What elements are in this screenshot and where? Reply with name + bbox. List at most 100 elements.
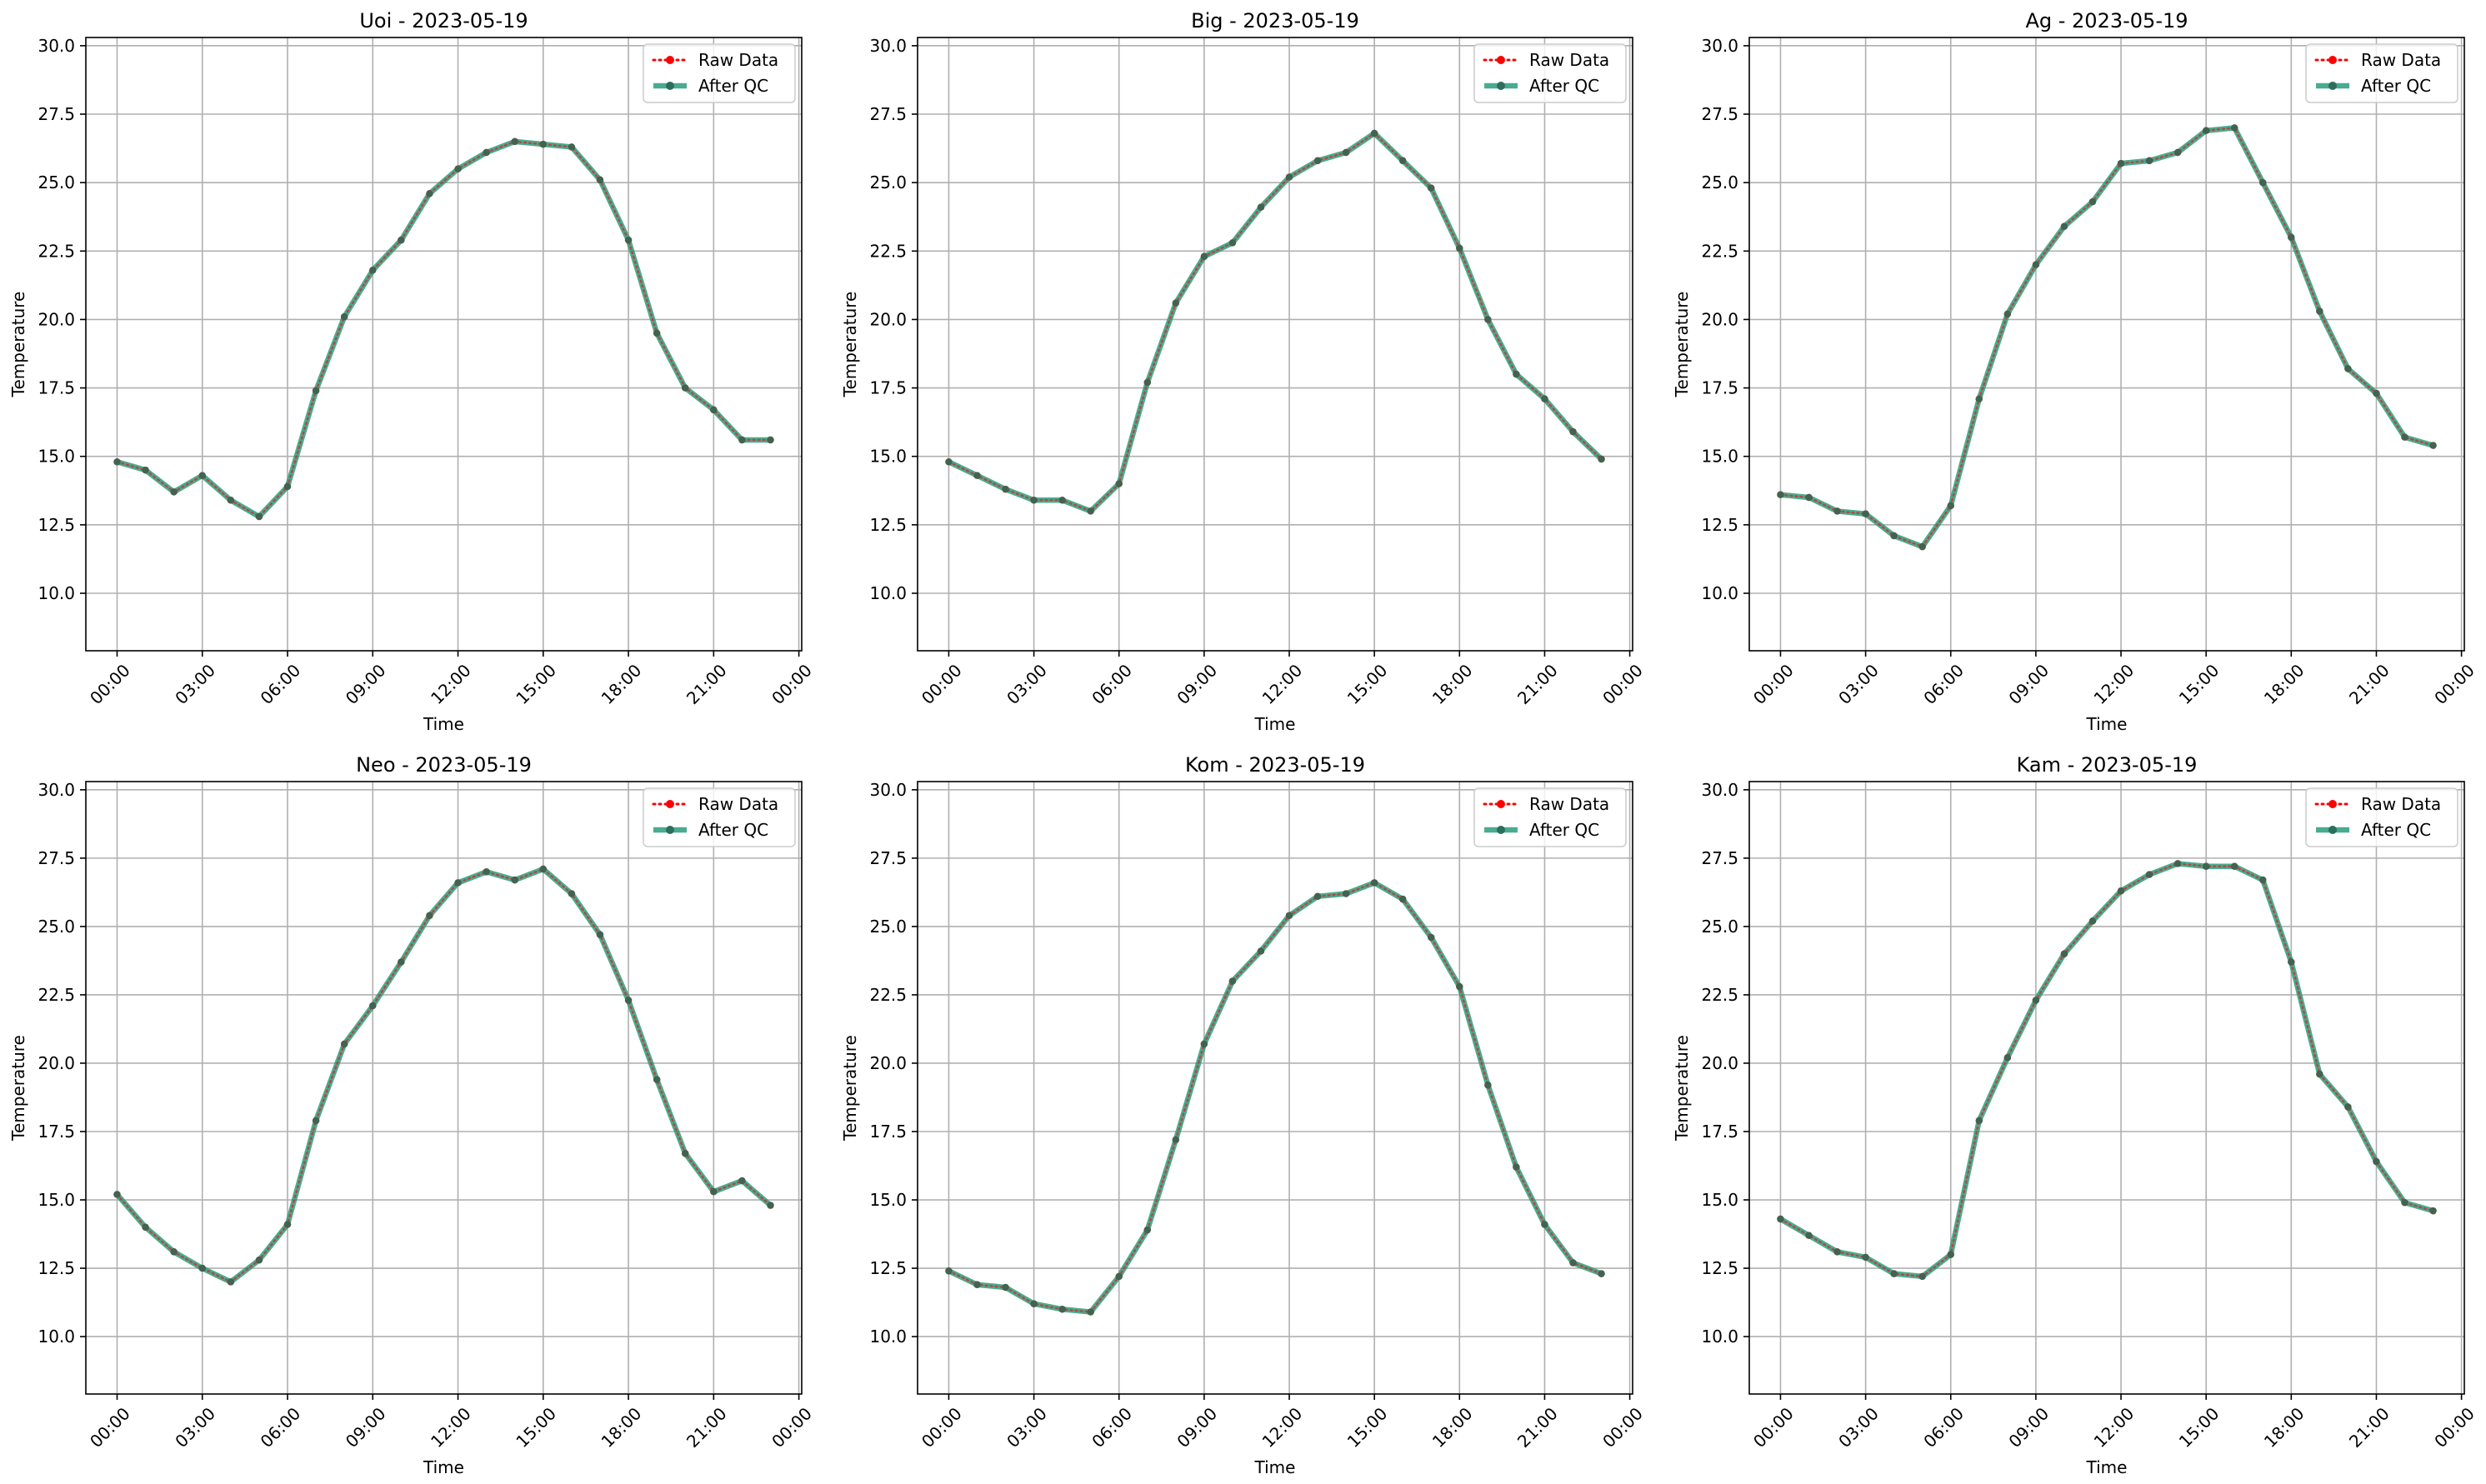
data-point-after-qc [1833,507,1841,515]
data-point-after-qc [682,1150,689,1157]
data-point-after-qc [2316,307,2323,315]
legend-marker-after-qc [1497,82,1505,90]
grid [918,782,1633,1394]
data-point-after-qc [1087,1308,1094,1316]
y-tick-label: 12.5 [1701,1258,1738,1278]
y-tick-label: 20.0 [869,1053,907,1073]
data-point-after-qc [340,312,348,321]
y-tick-label: 10.0 [38,1327,75,1347]
series-group [1777,860,2437,1281]
legend-label-after-qc: After QC [1529,76,1599,96]
data-point-after-qc [973,1281,981,1288]
series-group [1777,124,2437,551]
data-point-after-qc [369,267,377,274]
data-point-after-qc [1087,507,1094,515]
data-point-after-qc [1257,947,1265,955]
data-point-after-qc [1143,1226,1151,1234]
data-point-after-qc [2288,233,2295,242]
data-point-after-qc [1257,203,1265,211]
data-point-after-qc [1513,1163,1520,1171]
legend-label-raw-data: Raw Data [698,794,778,814]
data-point-after-qc [624,997,633,1004]
subplot-3: 00:00 03:00 06:00 09:00 12:00 15:00 18:00 21:00… [8,753,816,1477]
data-point-after-qc [2003,310,2012,318]
data-point-after-qc [2032,997,2040,1004]
y-tick-label: 12.5 [869,1258,907,1278]
data-point-after-qc [511,876,518,884]
x-axis-label: Time [2086,1457,2128,1477]
data-point-after-qc [2429,1207,2437,1215]
data-point-after-qc [568,143,576,151]
data-point-after-qc [227,497,235,504]
data-point-after-qc [1228,239,1237,247]
y-tick-label: 25.0 [1701,172,1738,192]
data-point-after-qc [1428,933,1435,942]
axes-frame [85,37,803,652]
data-point-after-qc [2032,261,2040,268]
axes-frame [1748,781,2465,1395]
data-point-after-qc [454,165,462,172]
data-point-after-qc [2259,178,2267,187]
legend-marker-raw-data [666,800,674,808]
series-group [113,137,774,521]
y-axis-label: Temperature [1672,1035,1692,1142]
data-point-after-qc [2060,950,2068,957]
data-point-after-qc [113,458,121,466]
data-point-after-qc [1777,1215,1784,1223]
series-group [945,129,1605,515]
legend-label-raw-data: Raw Data [2361,50,2441,70]
legend-marker-raw-data [2328,56,2337,64]
legend-marker-after-qc [666,826,674,834]
data-point-after-qc [1172,1136,1180,1144]
y-tick-label: 25.0 [1701,917,1738,937]
y-tick-label: 10.0 [869,583,907,603]
data-point-after-qc [945,458,953,466]
data-point-after-qc [198,1264,206,1272]
plot-area [918,37,1633,651]
y-tick-label: 20.0 [869,309,907,329]
data-point-after-qc [1058,1306,1066,1313]
legend: Raw Data After QC [2305,43,2458,103]
data-point-after-qc [1030,497,1038,504]
series-line-raw-data [948,132,1603,512]
plot-area [1749,782,2464,1394]
legend-marker-after-qc [1497,826,1505,834]
data-point-after-qc [653,1076,661,1083]
y-tick-label: 12.5 [869,515,907,535]
legend-marker-after-qc [2328,82,2337,90]
data-point-after-qc [1805,1232,1813,1239]
data-point-after-qc [113,1191,121,1198]
legend-label-raw-data: Raw Data [698,50,778,70]
x-axis-label: Time [1254,714,1296,734]
y-tick-label: 17.5 [1701,378,1738,398]
series-line-raw-data [948,882,1603,1313]
y-tick-label: 30.0 [38,780,75,800]
data-point-after-qc [454,879,462,887]
data-point-after-qc [1569,427,1577,436]
y-tick-label: 20.0 [38,1053,75,1073]
data-point-after-qc [1805,493,1813,502]
data-point-after-qc [312,387,320,395]
y-axis-label: Temperature [8,292,28,398]
y-tick-label: 30.0 [38,36,75,56]
data-point-after-qc [2231,124,2238,132]
data-point-after-qc [1541,395,1548,402]
y-tick-label: 27.5 [38,104,75,124]
chart-title: Neo - 2023-05-19 [356,753,532,777]
x-axis-label: Time [1254,1457,1296,1477]
y-tick-label: 30.0 [1701,780,1738,800]
data-point-after-qc [1370,129,1378,137]
data-point-after-qc [198,472,206,479]
legend-marker-raw-data [666,56,674,64]
data-point-after-qc [2344,1103,2352,1111]
data-point-after-qc [1456,244,1463,252]
chart-title: Big - 2023-05-19 [1191,9,1359,32]
y-tick-label: 25.0 [869,172,907,192]
legend-label-raw-data: Raw Data [1529,50,1609,70]
legend-label-after-qc: After QC [2361,820,2431,840]
series-group [945,879,1605,1316]
y-tick-label: 15.0 [1701,447,1738,467]
data-point-after-qc [283,1221,292,1228]
data-point-after-qc [1918,1272,1926,1281]
data-point-after-qc [2373,389,2380,397]
